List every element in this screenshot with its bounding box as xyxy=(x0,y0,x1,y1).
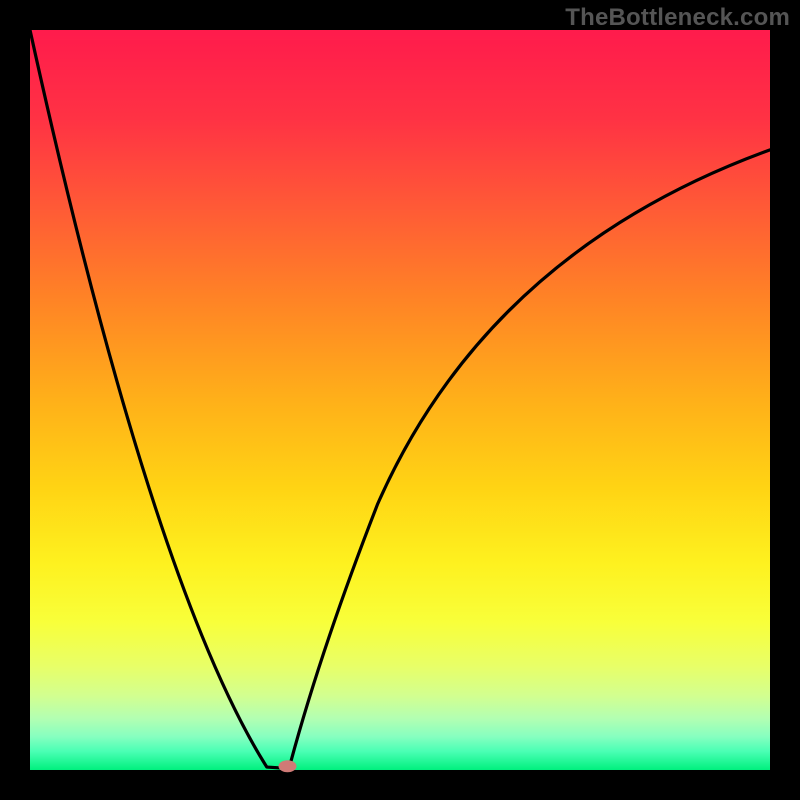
watermark-text: TheBottleneck.com xyxy=(565,4,790,32)
optimum-marker xyxy=(279,760,297,772)
chart-svg xyxy=(0,0,800,800)
chart-frame: TheBottleneck.com xyxy=(0,0,800,800)
plot-area xyxy=(30,30,770,770)
